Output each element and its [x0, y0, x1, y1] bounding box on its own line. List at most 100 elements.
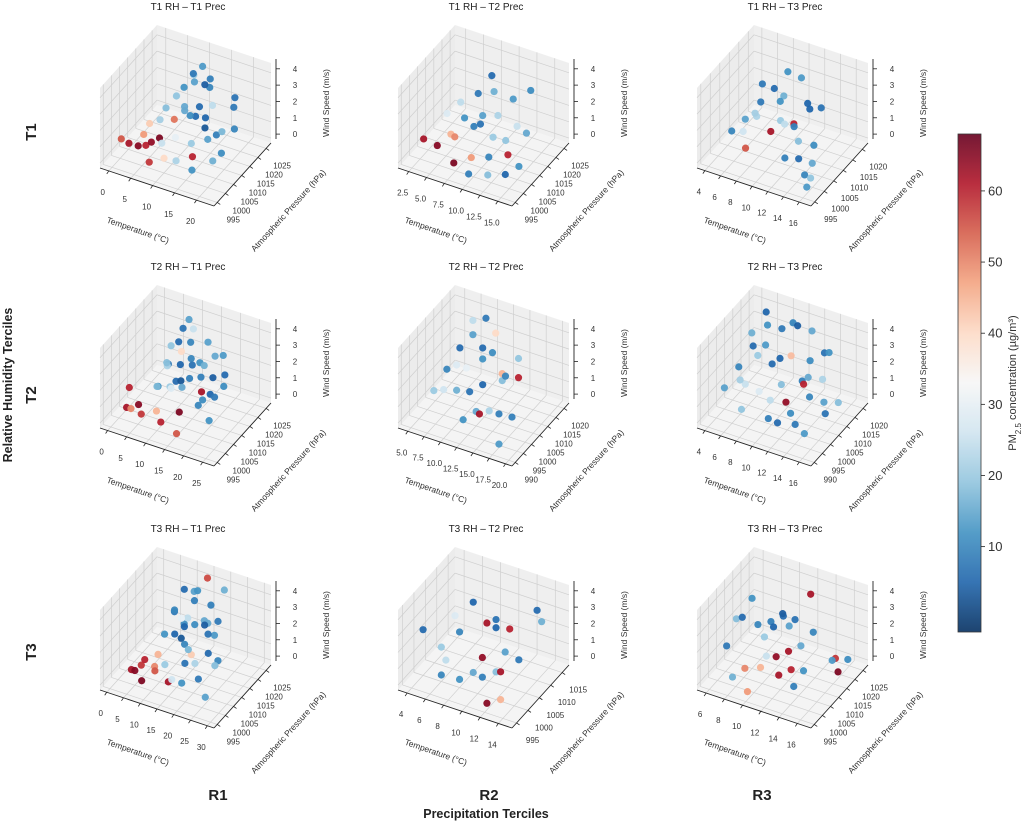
- data-point: [790, 682, 798, 691]
- y-tick-label: 995: [533, 466, 547, 475]
- data-point: [145, 158, 153, 166]
- data-point: [161, 661, 169, 669]
- data-point: [767, 617, 775, 626]
- floor-pane: [100, 365, 271, 466]
- gridline: [461, 648, 520, 712]
- y-tick: [523, 453, 527, 456]
- x-tick: [200, 461, 203, 466]
- data-point: [184, 614, 192, 622]
- y-tick: [563, 148, 568, 151]
- data-point: [450, 159, 458, 167]
- panel-title: T3 RH – T1 Prec: [151, 524, 226, 535]
- gridline: [111, 415, 226, 454]
- data-point: [501, 372, 510, 380]
- data-point: [791, 420, 799, 429]
- x-tick: [796, 201, 800, 206]
- z-tick-label: 1: [890, 114, 895, 123]
- x-tick: [703, 692, 707, 697]
- data-point: [177, 634, 185, 642]
- x-axis-label: Temperature (°C): [403, 475, 468, 506]
- gridline: [413, 672, 529, 711]
- gridline: [696, 67, 755, 131]
- y-tick: [550, 684, 554, 688]
- panel-title: T2 RH – T1 Prec: [151, 262, 226, 273]
- data-point: [748, 329, 756, 337]
- gridline: [99, 343, 158, 408]
- gridline: [207, 662, 265, 726]
- x-tick-label: 12.5: [443, 465, 459, 474]
- data-point: [490, 87, 498, 96]
- y-tick-label: 995: [227, 737, 241, 746]
- y-axis-line: [810, 402, 869, 467]
- y-tick: [814, 724, 818, 727]
- data-point: [465, 170, 473, 178]
- data-point: [158, 139, 166, 147]
- x-tick: [470, 452, 474, 457]
- x-tick-label: 10: [130, 720, 139, 729]
- data-point: [800, 430, 808, 438]
- y-tick-label: 1010: [846, 710, 864, 719]
- data-point: [779, 610, 787, 618]
- data-point: [754, 620, 762, 629]
- z-axis-label: Wind Speed (m/s): [321, 591, 331, 659]
- data-point: [475, 410, 484, 418]
- data-point: [180, 640, 189, 648]
- y-tick-label: 1010: [854, 439, 872, 448]
- gridline: [143, 641, 259, 680]
- gridline: [444, 120, 502, 184]
- gridline: [103, 164, 218, 203]
- x-tick-label: 6: [712, 453, 717, 462]
- y-tick: [822, 453, 826, 456]
- x-tick-label: 6: [712, 193, 717, 202]
- x-tick: [406, 171, 410, 175]
- z-tick-label: 0: [293, 652, 298, 661]
- data-point: [764, 414, 772, 423]
- x-tick-label: 16: [787, 740, 796, 749]
- gridline: [135, 650, 250, 689]
- gridline: [174, 129, 232, 194]
- gridline: [488, 395, 547, 459]
- data-point: [189, 69, 197, 78]
- x-tick: [765, 451, 769, 455]
- data-point: [492, 624, 500, 632]
- gridline: [397, 34, 456, 99]
- data-point: [778, 325, 786, 333]
- gridline: [401, 424, 516, 463]
- z-tick-label: 4: [890, 65, 895, 74]
- z-tick-label: 1: [293, 636, 298, 645]
- data-point: [453, 361, 461, 369]
- panel-title: T1 RH – T1 Prec: [151, 2, 226, 13]
- y-tick: [854, 679, 859, 682]
- x-tick: [722, 698, 725, 703]
- x-tick: [749, 186, 753, 190]
- gridline: [156, 67, 272, 106]
- x-tick: [503, 463, 506, 468]
- left-pane: [100, 285, 157, 428]
- x-axis-label: Temperature (°C): [403, 737, 468, 768]
- gridline: [423, 373, 482, 437]
- gridline: [454, 605, 570, 645]
- gridline: [716, 668, 831, 707]
- data-point: [188, 166, 196, 174]
- x-tick-label: 20: [186, 217, 195, 226]
- data-point: [205, 417, 213, 425]
- x-tick-label: 5: [122, 195, 127, 204]
- z-tick-label: 4: [591, 587, 596, 596]
- left-pane: [697, 25, 754, 168]
- gridline: [708, 415, 823, 454]
- data-point: [777, 380, 785, 389]
- data-point: [168, 675, 176, 684]
- data-point: [199, 396, 207, 404]
- x-tick: [106, 170, 110, 175]
- data-point: [209, 374, 217, 382]
- y-tick-label: 1020: [563, 170, 581, 179]
- z-tick-label: 3: [293, 341, 298, 350]
- data-point: [217, 149, 225, 157]
- data-point: [514, 374, 523, 382]
- y-tick: [225, 193, 229, 196]
- z-axis-label: Wind Speed (m/s): [619, 329, 629, 397]
- y-tick: [846, 426, 851, 429]
- y-tick: [555, 417, 560, 420]
- gridline: [696, 83, 755, 148]
